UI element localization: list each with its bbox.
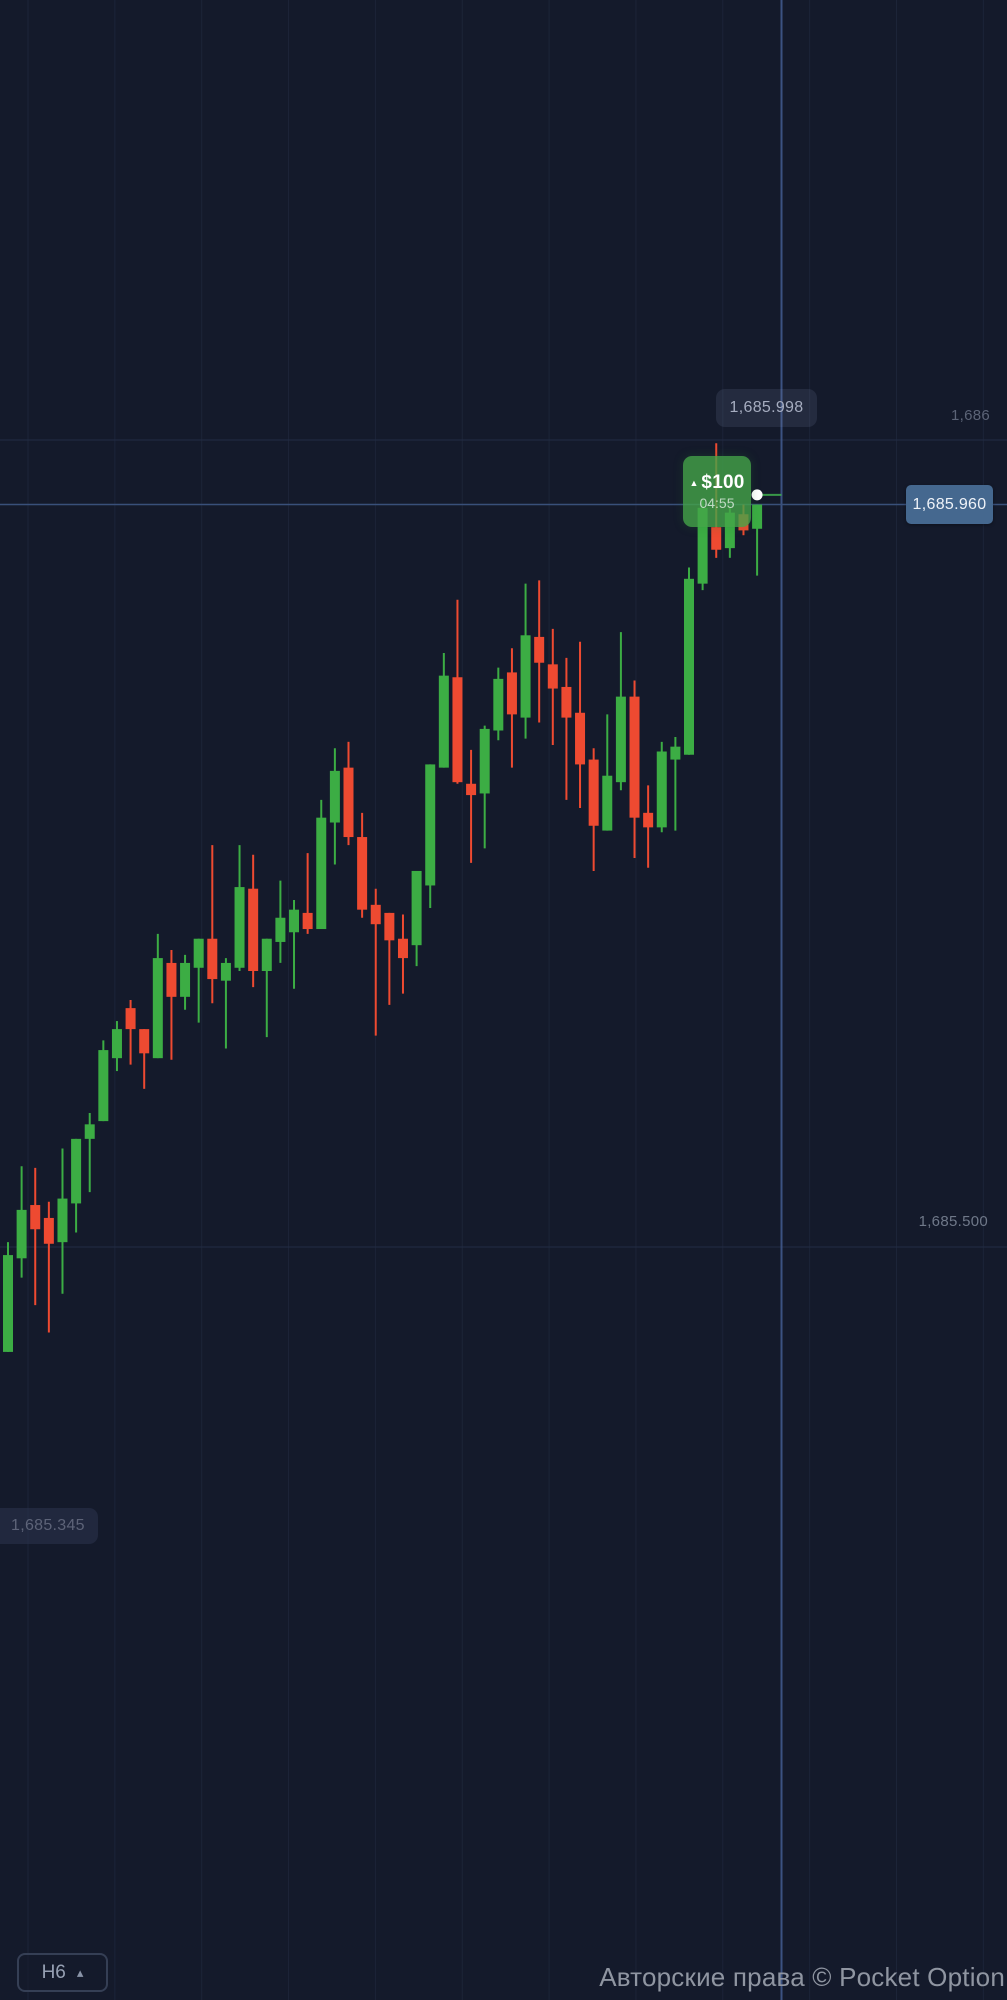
candle bbox=[3, 1255, 13, 1352]
candle bbox=[670, 746, 681, 760]
candle bbox=[370, 904, 381, 925]
candle bbox=[629, 696, 640, 818]
candle bbox=[520, 635, 531, 718]
candle bbox=[615, 696, 626, 783]
high-price-tooltip: 1,685.998 bbox=[716, 389, 817, 427]
trade-marker-badge[interactable]: ▲ $100 04:55 bbox=[683, 456, 751, 527]
candle bbox=[248, 888, 259, 972]
y-axis-label-top: 1,686 bbox=[950, 407, 990, 424]
candle bbox=[234, 887, 245, 968]
candle bbox=[697, 507, 708, 584]
current-price-dot bbox=[751, 489, 763, 501]
candle bbox=[139, 1029, 150, 1054]
low-price-label: 1,685.345 bbox=[0, 1508, 98, 1544]
candle bbox=[561, 686, 572, 718]
timeframe-button[interactable]: H6 ▴ bbox=[17, 1953, 108, 1992]
y-axis-label-mid: 1,685.500 bbox=[918, 1213, 988, 1230]
candle bbox=[466, 783, 477, 796]
candle bbox=[588, 759, 599, 826]
trade-countdown: 04:55 bbox=[699, 495, 735, 511]
candle bbox=[656, 751, 667, 828]
candle bbox=[479, 728, 490, 794]
candle bbox=[452, 677, 463, 783]
candle bbox=[71, 1138, 82, 1204]
candle bbox=[425, 764, 436, 886]
candle bbox=[724, 512, 735, 549]
candle bbox=[207, 938, 218, 980]
candle bbox=[152, 958, 163, 1059]
candle bbox=[547, 664, 558, 689]
candle bbox=[397, 938, 408, 959]
candle bbox=[275, 917, 286, 942]
candle bbox=[711, 527, 722, 550]
copyright-text: Авторские права © Pocket Option bbox=[599, 1962, 1005, 1992]
candle bbox=[602, 775, 613, 831]
candle bbox=[411, 870, 422, 946]
triangle-up-icon: ▲ bbox=[689, 477, 699, 488]
trade-amount: $100 bbox=[701, 472, 745, 493]
candle bbox=[357, 837, 368, 910]
candle bbox=[343, 767, 354, 838]
candle bbox=[193, 938, 204, 968]
candle bbox=[98, 1050, 109, 1122]
candle bbox=[384, 912, 395, 941]
candle bbox=[16, 1209, 27, 1259]
candle bbox=[166, 962, 177, 997]
candle bbox=[289, 909, 300, 933]
candles-layer bbox=[3, 443, 763, 1352]
candle bbox=[684, 578, 694, 755]
candle bbox=[57, 1198, 68, 1243]
candle bbox=[534, 636, 545, 663]
candle bbox=[643, 812, 654, 828]
candle bbox=[180, 962, 191, 997]
candle bbox=[329, 770, 340, 823]
candle bbox=[220, 962, 231, 981]
candle bbox=[84, 1124, 95, 1139]
current-price-badge: 1,685.960 bbox=[906, 485, 993, 524]
candle bbox=[302, 912, 313, 930]
candle bbox=[111, 1029, 122, 1059]
timeframe-label: H6 bbox=[41, 1961, 66, 1983]
candle bbox=[752, 504, 763, 529]
candle bbox=[30, 1205, 41, 1230]
candle bbox=[438, 675, 449, 768]
candle bbox=[261, 938, 272, 972]
chevron-up-icon: ▴ bbox=[76, 1965, 84, 1980]
candle bbox=[125, 1008, 136, 1030]
candle bbox=[575, 712, 586, 765]
entry-marker bbox=[751, 489, 782, 501]
candle bbox=[493, 678, 504, 731]
candle bbox=[316, 817, 327, 930]
candle bbox=[506, 672, 517, 715]
candle bbox=[43, 1217, 54, 1244]
